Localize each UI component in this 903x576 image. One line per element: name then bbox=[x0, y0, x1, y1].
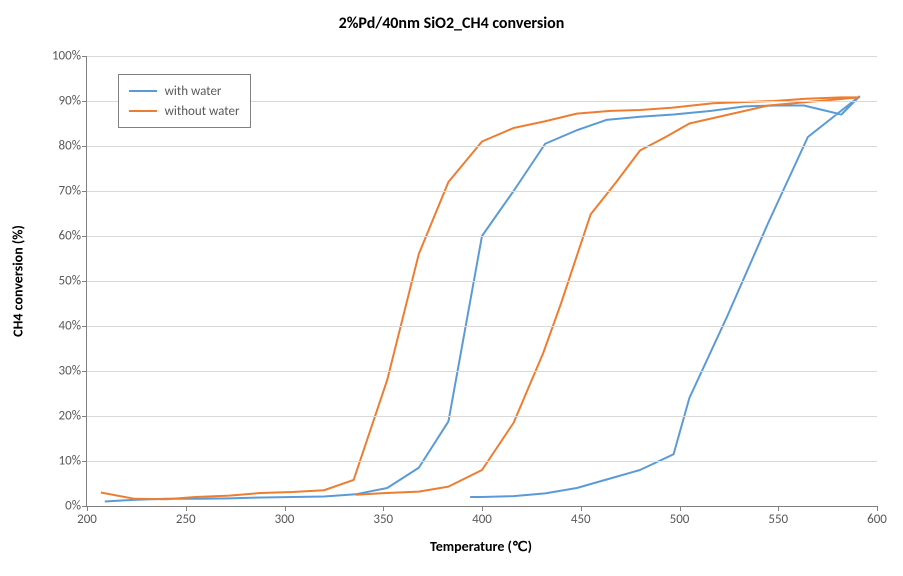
legend-item: with water bbox=[129, 81, 240, 101]
gridline bbox=[87, 56, 877, 57]
y-tick-label: 30% bbox=[59, 364, 87, 379]
series-line-without-water bbox=[101, 97, 859, 499]
x-tick-label: 450 bbox=[571, 506, 591, 527]
gridline bbox=[87, 236, 877, 237]
x-axis-title: Temperature (℃) bbox=[430, 538, 532, 555]
chart-container: 2%Pd/40nm SiO2_CH4 conversion 0%10%20%30… bbox=[0, 0, 903, 576]
legend-swatch bbox=[129, 110, 157, 112]
y-tick-label: 90% bbox=[59, 94, 87, 109]
y-tick-label: 40% bbox=[59, 319, 87, 334]
chart-title: 2%Pd/40nm SiO2_CH4 conversion bbox=[0, 14, 903, 33]
x-tick-label: 300 bbox=[275, 506, 295, 527]
x-tick-label: 200 bbox=[77, 506, 97, 527]
x-tick-label: 550 bbox=[768, 506, 788, 527]
legend-label: with water bbox=[165, 84, 222, 99]
x-tick-label: 250 bbox=[176, 506, 196, 527]
legend: with water without water bbox=[118, 74, 251, 128]
y-tick-label: 100% bbox=[52, 49, 87, 64]
gridline bbox=[87, 416, 877, 417]
y-tick-label: 80% bbox=[59, 139, 87, 154]
gridline bbox=[87, 326, 877, 327]
legend-item: without water bbox=[129, 101, 240, 121]
gridline bbox=[87, 461, 877, 462]
x-tick-label: 500 bbox=[670, 506, 690, 527]
x-tick-label: 600 bbox=[867, 506, 887, 527]
gridline bbox=[87, 281, 877, 282]
gridline bbox=[87, 191, 877, 192]
legend-swatch bbox=[129, 90, 157, 92]
y-tick-label: 60% bbox=[59, 229, 87, 244]
y-tick-label: 10% bbox=[59, 454, 87, 469]
x-tick-label: 350 bbox=[373, 506, 393, 527]
legend-label: without water bbox=[165, 104, 240, 119]
x-tick-label: 400 bbox=[472, 506, 492, 527]
y-axis-title: CH4 conversion (%) bbox=[10, 225, 27, 337]
y-tick-label: 20% bbox=[59, 409, 87, 424]
y-tick-label: 70% bbox=[59, 184, 87, 199]
gridline bbox=[87, 371, 877, 372]
series-line-with-water bbox=[105, 97, 859, 502]
y-tick-label: 50% bbox=[59, 274, 87, 289]
gridline bbox=[87, 146, 877, 147]
